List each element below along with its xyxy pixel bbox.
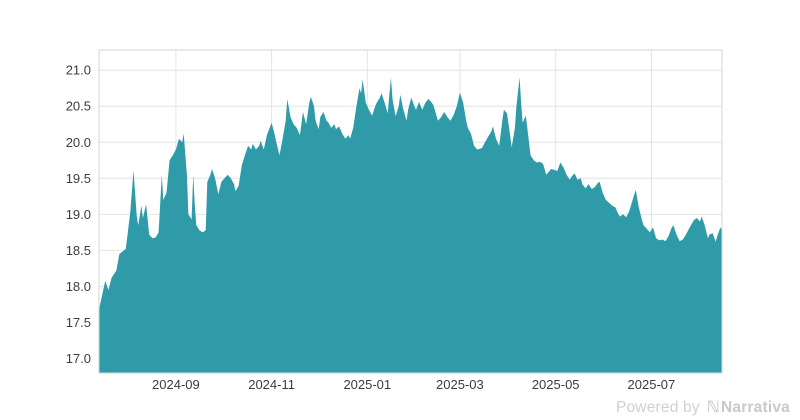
y-tick-label: 19.0 [66, 207, 91, 222]
watermark: Powered by ℕNarrativa [616, 398, 790, 417]
area-series [99, 77, 722, 374]
y-tick-label: 18.5 [66, 243, 91, 258]
plot-border [98, 49, 723, 374]
y-tick-label: 19.5 [66, 171, 91, 186]
narrativa-logo-icon: ℕ [706, 398, 720, 416]
y-tick-label: 17.5 [66, 315, 91, 330]
y-tick-label: 20.5 [66, 99, 91, 114]
x-tick-label: 2024-09 [152, 377, 200, 392]
y-tick-label: 20.0 [66, 135, 91, 150]
y-tick-label: 17.0 [66, 351, 91, 366]
y-tick-label: 21.0 [66, 63, 91, 78]
x-tick-label: 2025-03 [436, 377, 484, 392]
x-tick-label: 2025-05 [532, 377, 580, 392]
narrativa-brand: ℕNarrativa [706, 398, 790, 416]
x-tick-label: 2025-01 [343, 377, 391, 392]
narrativa-brand-text: Narrativa [720, 399, 790, 416]
x-tick-label: 2024-11 [248, 377, 295, 392]
y-tick-label: 18.0 [66, 279, 91, 294]
x-tick-label: 2025-07 [628, 377, 676, 392]
powered-by-text: Powered by [615, 399, 700, 416]
